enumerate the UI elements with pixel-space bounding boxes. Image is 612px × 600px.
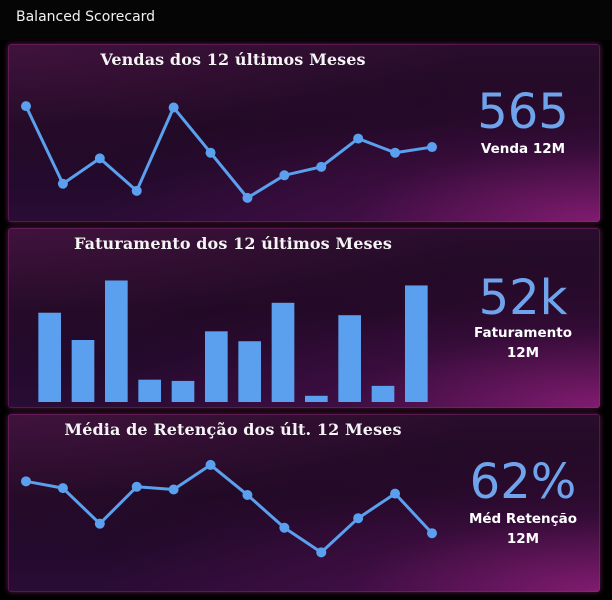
- data-point[interactable]: [316, 161, 327, 172]
- title-bar: Balanced Scorecard: [0, 0, 612, 40]
- series-line: [24, 105, 433, 200]
- kpi-value: 52k: [478, 270, 568, 326]
- data-point[interactable]: [94, 518, 105, 529]
- retention-line-chart: [21, 459, 437, 558]
- kpi-label-line-2: 12M: [506, 345, 540, 361]
- sales-line-chart: [21, 101, 437, 203]
- data-point[interactable]: [279, 522, 290, 533]
- sales-panel[interactable]: Vendas dos 12 últimos Meses 565 Venda 12…: [8, 44, 600, 222]
- bar[interactable]: [105, 280, 128, 402]
- data-point[interactable]: [21, 476, 31, 487]
- app-title: Balanced Scorecard: [16, 9, 156, 25]
- bar[interactable]: [71, 340, 95, 402]
- data-point[interactable]: [57, 483, 68, 494]
- data-point[interactable]: [168, 102, 179, 113]
- panel-title: Faturamento dos 12 últimos Meses: [74, 234, 392, 253]
- data-point[interactable]: [57, 178, 68, 189]
- panel-title: Média de Retenção dos últ. 12 Meses: [64, 420, 402, 439]
- kpi-label-line-1: Méd Retenção: [468, 511, 578, 527]
- kpi-label-line-1: Faturamento: [474, 325, 572, 341]
- kpi-label-line-2: 12M: [506, 531, 540, 547]
- data-point[interactable]: [427, 528, 437, 539]
- kpi-value: 565: [477, 84, 569, 140]
- bar[interactable]: [271, 302, 295, 402]
- series-line: [25, 463, 434, 554]
- bar[interactable]: [138, 379, 161, 402]
- data-point[interactable]: [131, 185, 142, 196]
- data-point[interactable]: [205, 147, 216, 158]
- data-point[interactable]: [353, 133, 364, 144]
- kpi-label-line-1: Venda 12M: [480, 141, 566, 157]
- data-point[interactable]: [131, 481, 142, 492]
- bar[interactable]: [205, 331, 228, 402]
- data-point[interactable]: [427, 142, 437, 153]
- revenue-panel[interactable]: Faturamento dos 12 últimos Meses 52k Fat…: [8, 228, 600, 408]
- data-point[interactable]: [242, 192, 253, 203]
- bar[interactable]: [305, 395, 328, 402]
- data-point[interactable]: [21, 101, 31, 112]
- data-point[interactable]: [390, 488, 401, 499]
- data-point[interactable]: [94, 153, 105, 164]
- panel-title: Vendas dos 12 últimos Meses: [100, 50, 366, 69]
- kpi-value: 62%: [469, 454, 577, 510]
- bar[interactable]: [171, 380, 195, 402]
- data-point[interactable]: [279, 170, 290, 181]
- data-point[interactable]: [353, 513, 364, 524]
- data-point[interactable]: [242, 489, 253, 500]
- data-point[interactable]: [205, 459, 216, 470]
- bar[interactable]: [238, 341, 261, 402]
- data-point[interactable]: [316, 547, 327, 558]
- bar[interactable]: [338, 315, 361, 402]
- data-point[interactable]: [390, 147, 401, 158]
- revenue-bar-chart: [38, 280, 428, 402]
- bar[interactable]: [38, 312, 61, 402]
- retention-panel[interactable]: Média de Retenção dos últ. 12 Meses 62% …: [8, 414, 600, 592]
- bar[interactable]: [405, 285, 428, 402]
- bar[interactable]: [371, 385, 395, 402]
- data-point[interactable]: [168, 484, 179, 495]
